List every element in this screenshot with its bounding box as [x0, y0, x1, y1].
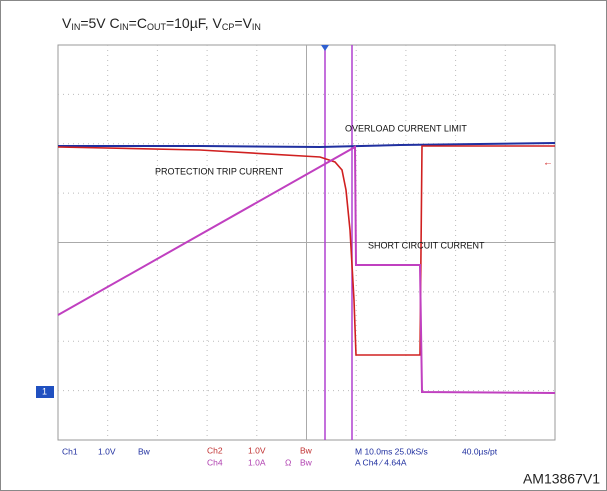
- ch4-scale: 1.0A: [248, 457, 266, 467]
- ch4-name: Ch4: [207, 457, 223, 467]
- ch4-bw: Bw: [300, 457, 313, 467]
- title-part: =5V C: [80, 15, 119, 31]
- title-part: CP: [222, 22, 235, 32]
- annotation: SHORT CIRCUIT CURRENT: [368, 240, 485, 250]
- sample-rate: 40.0µs/pt: [462, 446, 498, 456]
- timebase: M 10.0ms 25.0kS/s: [355, 446, 428, 456]
- ref-arrow: ←: [543, 158, 553, 169]
- title-part: =C: [129, 15, 147, 31]
- trace-ch1: [58, 142, 556, 149]
- title-part: =10µF, V: [166, 15, 223, 31]
- annotation: OVERLOAD CURRENT LIMIT: [345, 123, 467, 133]
- figure-id: AM13867V1: [523, 471, 600, 487]
- title-part: IN: [120, 22, 129, 32]
- title: VIN=5V CIN=COUT=10µF, VCP=VIN: [62, 15, 261, 33]
- trigger-marker: [321, 45, 329, 51]
- title-part: IN: [252, 22, 261, 32]
- trigger: A Ch4 ⁄ 4.64A: [355, 457, 407, 467]
- ch1-bw: Bw: [138, 446, 151, 456]
- grid: [58, 45, 555, 440]
- channel-marker-label: 1: [42, 386, 47, 396]
- annotation: PROTECTION TRIP CURRENT: [155, 166, 284, 176]
- ch2-scale: 1.0V: [248, 445, 266, 455]
- title-part: =V: [234, 15, 252, 31]
- ch1-name: Ch1: [62, 446, 78, 456]
- ch1-scale: 1.0V: [98, 446, 116, 456]
- title-part: IN: [71, 22, 80, 32]
- trace-ch4: [57, 145, 556, 394]
- title-part: V: [62, 15, 72, 31]
- channel-marker: [36, 386, 54, 398]
- ch2-bw: Bw: [300, 445, 313, 455]
- ch2-name: Ch2: [207, 445, 223, 455]
- title-part: OUT: [147, 22, 167, 32]
- ch4-ohm: Ω: [285, 457, 291, 467]
